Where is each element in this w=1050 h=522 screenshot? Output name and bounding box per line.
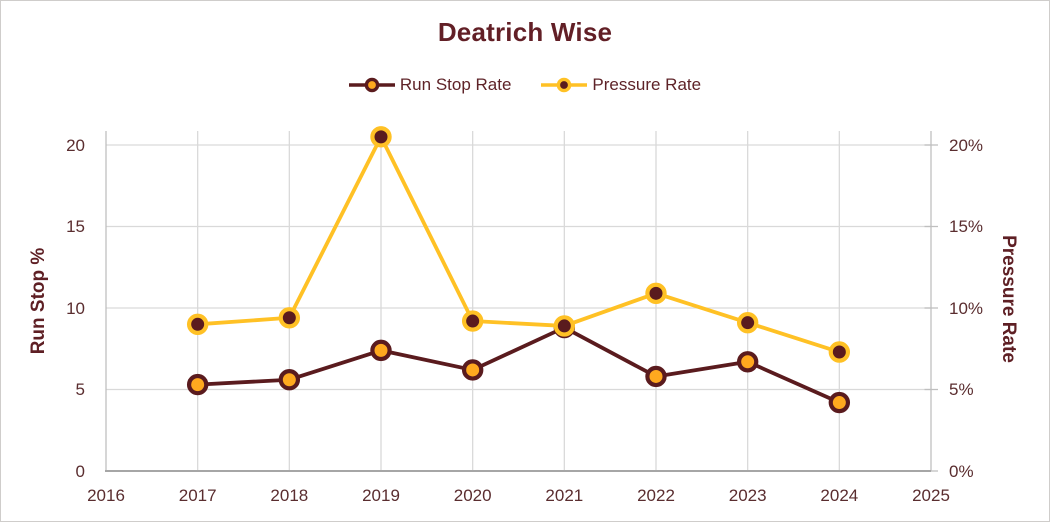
left-axis-title: Run Stop % xyxy=(28,247,49,355)
right-axis-tick-label: 20% xyxy=(949,135,984,155)
left-axis-tick-label: 0 xyxy=(75,461,85,481)
right-axis-tick-label: 5% xyxy=(949,380,974,399)
left-axis-tick-label: 15 xyxy=(66,217,85,236)
legend-label-pressure-rate: Pressure Rate xyxy=(592,75,702,94)
left-axis-tick-label: 5 xyxy=(75,380,85,399)
legend-item-pressure-rate: Pressure Rate xyxy=(541,75,701,95)
data-point-pressure-2018 xyxy=(278,307,301,329)
x-axis-tick-label: 2019 xyxy=(362,486,400,505)
right-axis-tick-label: 15% xyxy=(949,217,984,236)
x-axis-tick-label: 2016 xyxy=(87,486,125,505)
chart-legend: Run Stop Rate Pressure Rate xyxy=(1,75,1049,95)
right-axis-title: Pressure Rate xyxy=(998,235,1019,363)
left-axis-tick-label: 10 xyxy=(66,298,85,318)
data-point-pressure-2022 xyxy=(645,282,667,305)
legend-item-run-stop-rate: Run Stop Rate xyxy=(348,75,512,95)
data-point-run-stop-2022 xyxy=(645,365,667,388)
chart-title: Deatrich Wise xyxy=(437,17,613,47)
legend-swatch-pressure-rate-icon xyxy=(541,77,588,93)
series-line-pressure xyxy=(197,134,840,354)
x-axis-tick-label: 2021 xyxy=(545,486,584,505)
x-axis-tick-label: 2025 xyxy=(912,486,950,505)
data-point-pressure-2017 xyxy=(186,313,209,335)
data-point-pressure-2024 xyxy=(828,341,851,363)
data-point-pressure-2021 xyxy=(553,315,576,337)
data-point-run-stop-2023 xyxy=(736,351,759,373)
data-point-run-stop-2024 xyxy=(828,391,851,414)
data-point-pressure-2023 xyxy=(736,311,759,334)
x-axis-tick-label: 2018 xyxy=(270,486,309,505)
left-axis-tick-label: 20 xyxy=(66,135,85,155)
data-point-run-stop-2020 xyxy=(461,359,484,381)
legend-label-run-stop-rate: Run Stop Rate xyxy=(399,75,512,94)
x-axis-tick-label: 2017 xyxy=(178,486,217,505)
data-point-pressure-2020 xyxy=(461,310,484,332)
data-point-run-stop-2019 xyxy=(370,339,392,362)
x-axis-tick-label: 2022 xyxy=(637,486,675,505)
right-axis-tick-label: 10% xyxy=(949,298,984,318)
legend-swatch-run-stop-rate-icon xyxy=(348,77,395,93)
series-line-run-stop xyxy=(197,325,841,405)
data-point-pressure-2019 xyxy=(370,126,392,148)
data-point-run-stop-2017 xyxy=(186,373,209,396)
right-axis-tick-label: 0% xyxy=(949,461,974,481)
x-axis-tick-label: 2023 xyxy=(728,486,767,505)
x-axis-tick-label: 2020 xyxy=(453,486,492,505)
x-axis-tick-label: 2024 xyxy=(820,486,859,505)
data-point-run-stop-2018 xyxy=(278,369,301,391)
